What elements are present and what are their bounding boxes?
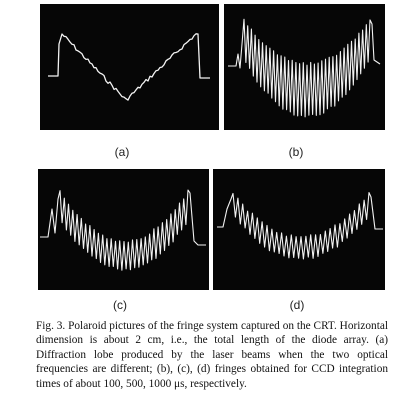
- lobe-trace: [48, 33, 210, 101]
- trace-b: [228, 18, 381, 118]
- figure-caption: Fig. 3. Polaroid pictures of the fringe …: [36, 319, 388, 391]
- oscilloscope-photo-b: [224, 4, 385, 130]
- trace-c: [40, 189, 206, 271]
- figure-number: Fig. 3.: [36, 320, 66, 332]
- trace-a: [48, 33, 210, 101]
- panel-label-c: (c): [113, 298, 127, 312]
- trace-d: [217, 192, 383, 260]
- panel-label-b: (b): [288, 145, 304, 159]
- oscilloscope-photo-c: [38, 169, 209, 290]
- fringe-trace: [217, 192, 383, 260]
- panel-label-a: (a): [114, 145, 130, 159]
- fringe-trace: [40, 189, 206, 271]
- caption-text: Polaroid pictures of the fringe system c…: [36, 320, 388, 390]
- oscilloscope-photo-a: [40, 4, 219, 130]
- oscilloscope-photo-d: [213, 169, 385, 290]
- fringe-trace: [228, 18, 381, 118]
- panel-label-d: (d): [289, 298, 305, 312]
